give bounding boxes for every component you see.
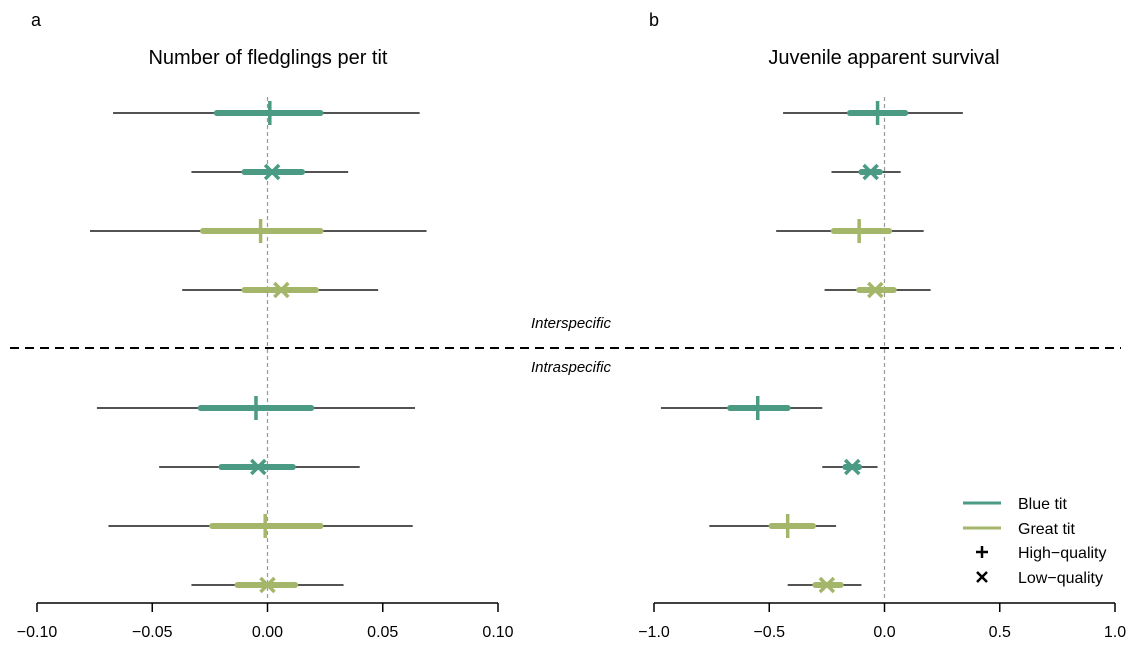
panel-b-tick-label-3: 0.5 [989, 624, 1011, 641]
intraspecific-label: Intraspecific [531, 359, 612, 376]
panel-a-interspecific-blue-tit-low-quality-estimate-cross [263, 163, 281, 181]
panel-b-label: b [649, 10, 659, 30]
interspecific-label: Interspecific [531, 315, 612, 332]
panel-b-intraspecific-great-tit-low-quality-estimate-cross [818, 576, 836, 594]
panel-b-interspecific-blue-tit-low-quality-estimate-cross [862, 163, 879, 181]
panel-a-tick-label-1: −0.05 [132, 624, 173, 641]
legend-great-tit-label: Great tit [1018, 521, 1075, 538]
panel-b-tick-label-1: −0.5 [753, 624, 785, 641]
panel-a-tick-label-4: 0.10 [482, 624, 513, 641]
panel-a-intraspecific-blue-tit-low-quality-estimate-cross [250, 458, 267, 476]
plot-layer: −0.10 −0.05 0.00 0.05 0.10 −1.0 −0.5 0.0 0.5 1.0 [17, 97, 1126, 641]
panel-a-intraspecific-great-tit-low-quality-estimate-cross [259, 576, 276, 594]
legend: Blue tit Great tit High−quality Low−qual… [963, 496, 1107, 587]
panel-a-tick-label-2: 0.00 [252, 624, 283, 641]
panel-b-tick-label-4: 1.0 [1104, 624, 1126, 641]
panel-a-tick-label-0: −0.10 [17, 624, 58, 641]
panel-a-label: a [31, 10, 42, 30]
legend-high-quality-label: High−quality [1018, 545, 1107, 562]
panel-b-tick-label-0: −1.0 [638, 624, 670, 641]
panel-b-title: Juvenile apparent survival [768, 47, 999, 69]
panel-b-intraspecific-blue-tit-low-quality-estimate-cross [843, 458, 861, 476]
legend-blue-tit-label: Blue tit [1018, 496, 1067, 513]
panel-b-interspecific-great-tit-low-quality-estimate-cross [867, 281, 884, 299]
panel-b-tick-label-2: 0.0 [873, 624, 895, 641]
legend-low-quality-label: Low−quality [1018, 570, 1103, 587]
panel-a-title: Number of fledglings per tit [148, 47, 387, 69]
legend-cross-icon [976, 571, 988, 583]
legend-plus-icon [976, 546, 988, 558]
panel-a-interspecific-great-tit-low-quality-estimate-cross [273, 281, 290, 299]
panel-a-tick-label-3: 0.05 [367, 624, 398, 641]
